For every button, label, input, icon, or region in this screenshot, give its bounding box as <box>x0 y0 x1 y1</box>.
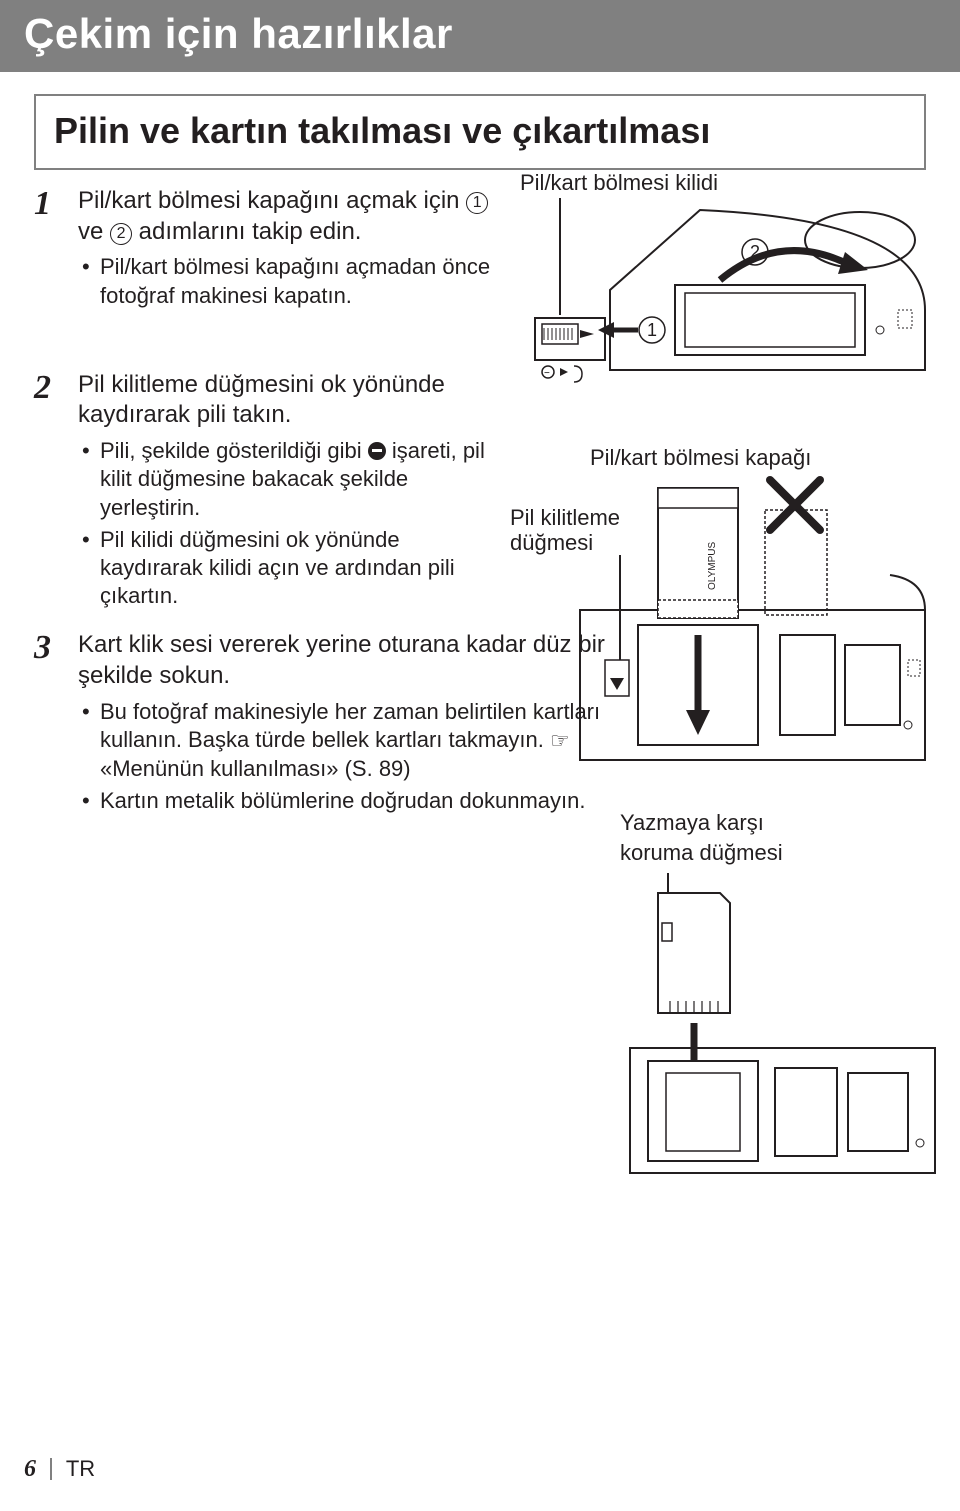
text-fragment: Kartın metalik bölümlerine doğrudan doku… <box>100 788 586 813</box>
page-header-banner: Çekim için hazırlıklar <box>0 0 960 72</box>
pointing-hand-icon: ☞ <box>550 728 570 753</box>
bullet-list: Pil/kart bölmesi kapağını açmadan önce f… <box>78 253 498 309</box>
svg-text:OLYMPUS: OLYMPUS <box>707 542 718 590</box>
footer-separator <box>50 1458 52 1480</box>
bullet-list: Pili, şekilde gösterildiği gibi işareti,… <box>78 437 508 610</box>
page-number: 6 <box>24 1456 36 1482</box>
text-fragment: Pil kilidi düğmesini ok yönünde kaydırar… <box>100 527 455 608</box>
bullet-list: Bu fotoğraf makinesiyle her zaman belirt… <box>78 698 633 816</box>
label-battery-lock-l2: düğmesi <box>510 530 593 555</box>
diagram-compartment-open: Pil/kart bölmesi kilidi − <box>520 170 930 420</box>
text-fragment: «Menünün kullanılması» (S. 89) <box>100 756 411 781</box>
bullet-item: Pili, şekilde gösterildiği gibi işareti,… <box>78 437 508 521</box>
subheading-box: Pilin ve kartın takılması ve çıkartılmas… <box>34 94 926 170</box>
bullet-item: Kartın metalik bölümlerine doğrudan doku… <box>78 787 633 815</box>
step-body: Pil/kart bölmesi kapağını açmak için 1 v… <box>78 186 498 314</box>
circled-1-graphic: 1 <box>647 320 657 340</box>
label-write-protect-l1: Yazmaya karşı <box>620 810 940 836</box>
step-body: Pil kilitleme düğmesini ok yönünde kaydı… <box>78 370 508 614</box>
bullet-item: Pil/kart bölmesi kapağını açmadan önce f… <box>78 253 498 309</box>
circled-number-1-icon: 1 <box>466 192 488 214</box>
text-fragment: Bu fotoğraf makinesiyle her zaman belirt… <box>100 699 600 752</box>
step-main-text: Pil/kart bölmesi kapağını açmak için 1 v… <box>78 186 498 247</box>
minus-icon <box>368 442 386 460</box>
bullet-item: Bu fotoğraf makinesiyle her zaman belirt… <box>78 698 633 783</box>
step-main-text: Pil kilitleme düğmesini ok yönünde kaydı… <box>78 370 508 431</box>
page-title: Çekim için hazırlıklar <box>24 10 453 57</box>
language-code: TR <box>66 1456 95 1481</box>
bullet-item: Pil kilidi düğmesini ok yönünde kaydırar… <box>78 526 508 610</box>
text-fragment: ve <box>78 218 110 245</box>
step-number: 3 <box>34 630 78 819</box>
label-lock: Pil/kart bölmesi kilidi <box>520 170 718 195</box>
svg-text:−: − <box>544 368 550 379</box>
label-battery-lock-l1: Pil kilitleme <box>510 505 620 530</box>
step-number: 1 <box>34 186 78 314</box>
subheading-text: Pilin ve kartın takılması ve çıkartılmas… <box>54 110 710 151</box>
diagram-card-insert: Yazmaya karşı koruma düğmesi <box>620 810 940 1190</box>
circled-number-2-icon: 2 <box>110 223 132 245</box>
content-area: 1 Pil/kart bölmesi kapağını açmak için 1… <box>0 170 960 819</box>
label-write-protect-l2: koruma düğmesi <box>620 840 940 866</box>
text-fragment: adımlarını takip edin. <box>132 218 361 245</box>
text-fragment: Pil/kart bölmesi kapağını açmak için <box>78 187 466 214</box>
text-fragment: Pili, şekilde gösterildiği gibi <box>100 438 368 463</box>
step-number: 2 <box>34 370 78 614</box>
page-footer: 6 TR <box>24 1456 95 1483</box>
